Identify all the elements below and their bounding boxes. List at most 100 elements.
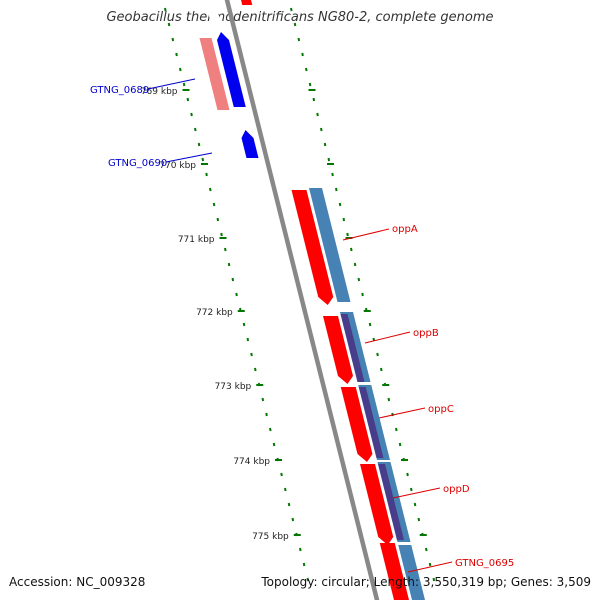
tick-track-dot (209, 187, 212, 192)
right-track-dot (387, 397, 391, 402)
right-track-dot (290, 7, 293, 12)
tick-label: 773 kbp (215, 382, 252, 392)
domain-oppC (358, 387, 384, 458)
domain-oppD (378, 464, 404, 540)
map-title: Geobacillus thermodenitrificans NG80-2, … (106, 10, 494, 25)
accession-label: Accession: NC_009328 (9, 575, 146, 589)
tick-track-dot (194, 127, 197, 132)
tick-track-dot (197, 142, 201, 147)
right-track-dot (361, 292, 364, 297)
gene-leader-line (392, 487, 441, 499)
right-track-dot (293, 22, 297, 27)
gene-leader-line (378, 407, 426, 419)
right-track-dot (395, 427, 398, 432)
gene-label: GTNG_0695 (455, 558, 514, 569)
genome-backbone (224, 0, 380, 600)
domain-oppB (340, 314, 365, 382)
gene-label: oppA (392, 224, 418, 235)
tick-track-dot (261, 397, 265, 402)
right-track-dot (425, 547, 428, 552)
tick-track-dot (171, 37, 175, 42)
right-track-dot (406, 472, 409, 477)
tick-track-dot (250, 352, 253, 357)
tick-track-dot (186, 97, 190, 102)
forward-cds-oppD (360, 464, 394, 545)
right-track-dot (327, 157, 331, 162)
gene-label: GTNG_0690 (108, 158, 167, 169)
tick-track-dot (306, 577, 310, 582)
tick-label: 774 kbp (233, 457, 270, 467)
tick-track-dot (242, 322, 246, 327)
right-track-dot (368, 322, 372, 327)
gene-label: GTNG_0689 (90, 85, 149, 96)
tick-track-dot (280, 472, 283, 477)
tick-track-dot (246, 337, 250, 342)
forward-cds-oppC (340, 387, 373, 462)
forward-feature-oppA (309, 188, 351, 302)
tick-track-dot (227, 262, 231, 267)
right-track-dot (301, 52, 304, 57)
right-track-dot (323, 142, 327, 147)
tick-track-dot (182, 82, 186, 87)
tick-track-dot (235, 292, 238, 297)
tick-track-dot (190, 112, 193, 117)
gene-label: oppC (428, 404, 454, 415)
tick-label: 769 kbp (141, 87, 178, 97)
right-track-dot (331, 172, 334, 177)
right-track-dot (305, 67, 308, 72)
gene-label: oppD (443, 484, 470, 495)
gene-leader-line (147, 78, 196, 90)
genome-summary: Topology: circular; Length: 3,550,319 bp… (261, 575, 591, 589)
tick-track-dot (299, 547, 302, 552)
right-track-dot (320, 127, 323, 132)
right-track-dot (398, 442, 402, 447)
tick-track-dot (164, 7, 167, 12)
tick-label: 770 kbp (159, 161, 196, 171)
right-track-dot (312, 97, 316, 102)
gene-label: oppB (413, 328, 439, 339)
tick-track-dot (224, 247, 227, 252)
tick-label: 772 kbp (196, 308, 233, 318)
reverse-cds-gtng0689 (217, 32, 246, 107)
tick-label: 771 kbp (178, 235, 215, 245)
right-track-dot (428, 562, 432, 567)
tick-track-dot (205, 172, 208, 177)
right-track-dot (316, 112, 319, 117)
right-track-dot (417, 517, 421, 522)
gene-leader-line (165, 152, 213, 163)
forward-cds-oppB (323, 316, 353, 384)
right-track-dot (410, 487, 413, 492)
forward-cds-oppA (291, 190, 334, 305)
forward-cds-gtng0695 (379, 543, 409, 600)
tick-track-dot (220, 232, 223, 237)
right-track-dot (413, 502, 417, 507)
right-track-dot (380, 367, 383, 372)
tick-track-dot (265, 412, 268, 417)
right-track-dot (308, 82, 312, 87)
right-track-dot (346, 232, 349, 237)
tick-track-dot (167, 22, 171, 27)
right-track-dot (297, 37, 301, 42)
tick-track-dot (216, 217, 220, 222)
gene-leader-line (407, 561, 453, 573)
reverse-cds-gtng0690 (241, 130, 259, 158)
tick-track-dot (302, 562, 306, 567)
reverse-feature-gtng0689 (199, 38, 230, 110)
tick-track-dot (291, 517, 295, 522)
gene-leader-line (364, 331, 411, 344)
tick-track-dot (272, 442, 276, 447)
tick-track-dot (284, 487, 287, 492)
gene-leader-line (342, 228, 390, 241)
tick-track-dot (231, 277, 235, 282)
tick-track-dot (287, 502, 291, 507)
tick-track-dot (212, 202, 216, 207)
tick-track-dot (254, 367, 257, 372)
right-track-dot (335, 187, 338, 192)
right-track-dot (376, 352, 379, 357)
forward-feature-gtng0695 (398, 545, 425, 600)
right-track-dot (353, 262, 357, 267)
right-track-dot (338, 202, 342, 207)
tick-track-dot (201, 157, 205, 162)
forward-cds-upstream (241, 0, 253, 5)
